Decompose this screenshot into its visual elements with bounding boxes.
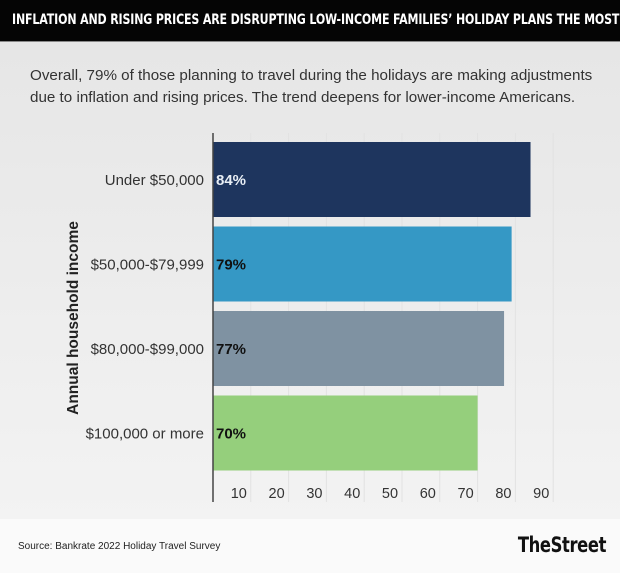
x-tick-label: 60	[420, 486, 436, 502]
bar	[213, 226, 512, 302]
bar	[213, 311, 505, 386]
category-label: $100,000 or more	[86, 426, 204, 443]
x-tick-label: 40	[344, 486, 360, 502]
x-tick-label: 10	[231, 486, 247, 502]
x-tick-label: 20	[269, 486, 285, 502]
x-tick-label: 50	[382, 486, 398, 502]
x-tick-label: 70	[458, 486, 474, 502]
chart-title: INFLATION AND RISING PRICES ARE DISRUPTI…	[12, 11, 620, 28]
category-label: Under $50,000	[105, 172, 204, 189]
x-tick-label: 80	[495, 486, 511, 502]
category-label: $80,000-$99,000	[91, 341, 204, 358]
bar	[213, 142, 531, 217]
footer: Source: Bankrate 2022 Holiday Travel Sur…	[0, 519, 620, 573]
source-note: Source: Bankrate 2022 Holiday Travel Sur…	[18, 541, 221, 552]
y-axis-label: Annual household income	[65, 221, 82, 415]
header-bar: INFLATION AND RISING PRICES ARE DISRUPTI…	[0, 0, 620, 42]
data-label: 77%	[216, 341, 246, 358]
data-label: 84%	[216, 172, 246, 189]
x-tick-label: 30	[306, 486, 322, 502]
data-label: 70%	[216, 426, 246, 443]
bar	[213, 395, 478, 471]
x-tick-label: 90	[533, 486, 549, 502]
data-label: 79%	[216, 257, 246, 274]
chart-subtitle: Overall, 79% of those planning to travel…	[30, 67, 593, 106]
thestreet-logo: TheStreet	[517, 533, 607, 557]
category-label: $50,000-$79,999	[91, 257, 204, 274]
